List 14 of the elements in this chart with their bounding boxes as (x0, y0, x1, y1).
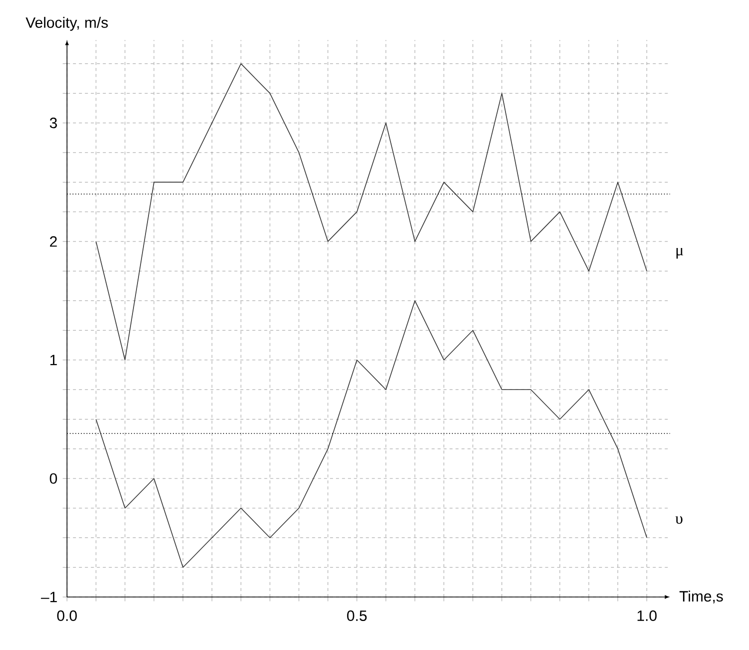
x-tick-label: 0.5 (347, 610, 367, 621)
line-series (96, 63, 648, 360)
y-axis-title: Velocity, m/s (26, 16, 108, 31)
x-axis-title: Time,s (680, 590, 723, 604)
y-tick-label: 1 (50, 354, 57, 366)
y-tick-label: –1 (40, 592, 57, 602)
x-tick-label: 1.0 (638, 610, 657, 621)
y-tick-label: 0 (50, 473, 57, 484)
text: μ (676, 248, 684, 259)
y-tick-label: 2 (50, 236, 57, 247)
x-tick-label: 0.0 (57, 610, 77, 621)
series-label: υ (675, 516, 682, 524)
line-series (96, 300, 648, 568)
y-tick-label: 3 (50, 118, 57, 128)
